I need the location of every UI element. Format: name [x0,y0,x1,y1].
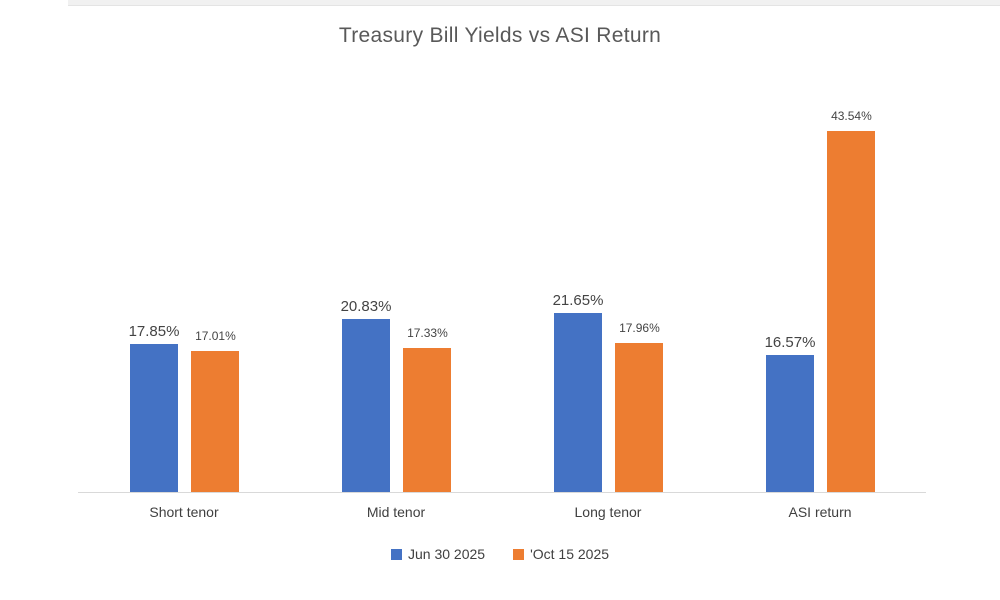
category-label: ASI return [788,504,852,520]
data-label: 17.01% [195,329,236,343]
bar [554,313,602,492]
bar-group: 21.65% 17.96% [502,100,714,492]
data-label: 17.96% [619,321,660,335]
bar [615,343,664,492]
category-label: Mid tenor [366,504,426,520]
bar-group: 16.57% 43.54% [714,100,926,492]
bar-group: 17.85% 17.01% [78,100,290,492]
data-label: 21.65% [552,292,604,309]
bar [130,344,178,492]
bar [191,351,240,492]
legend-swatch [390,548,402,560]
category-label: Long tenor [574,504,642,520]
bar-column: 17.33% [403,326,452,492]
bar [403,348,452,492]
bar [342,319,390,492]
chart-title: Treasury Bill Yields vs ASI Return [338,24,662,47]
bar [827,131,876,492]
legend-label: 'Oct 15 2025 [530,546,610,562]
bar-column: 20.83% [340,298,392,492]
legend-label: Jun 30 2025 [407,546,486,562]
data-label: 17.33% [407,326,448,340]
legend-item: Jun 30 2025 [390,546,486,562]
data-label: 43.54% [831,109,872,123]
bar-column: 43.54% [827,109,876,492]
bar-column: 21.65% [552,292,604,492]
data-label: 17.85% [128,323,180,340]
plot-area: 17.85% 17.01% 20.83% 17.33% 21.65% 17.96% 16.5… [78,100,926,493]
category-label: Short tenor [149,504,219,520]
bar [766,355,814,492]
x-axis-category-row: Short tenor Mid tenor Long tenor ASI return [78,504,926,520]
window-edge-strip [68,0,1000,6]
bar-group: 20.83% 17.33% [290,100,502,492]
bar-column: 17.96% [615,321,664,492]
data-label: 16.57% [764,334,816,351]
bar-column: 17.01% [191,329,240,492]
legend-swatch [513,548,525,560]
bar-column: 17.85% [128,323,180,492]
legend-item: 'Oct 15 2025 [513,546,609,562]
data-label: 20.83% [340,298,392,315]
bar-column: 16.57% [764,334,816,492]
legend: Jun 30 2025 'Oct 15 2025 [0,546,1000,562]
